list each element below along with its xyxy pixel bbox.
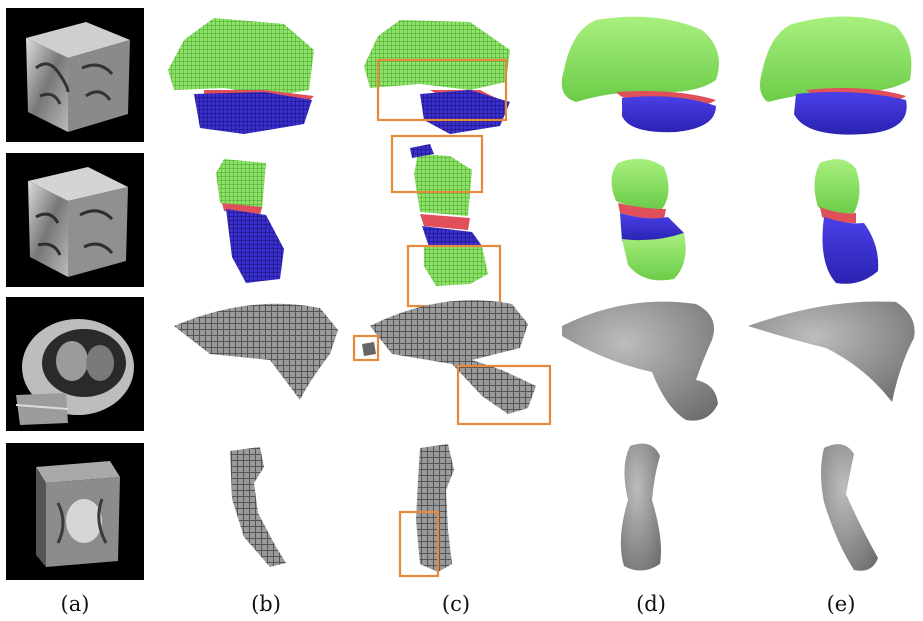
caption-b: (b)	[251, 592, 281, 616]
input-volume-row1	[6, 8, 144, 142]
gt-voxel-row4	[220, 443, 292, 571]
gt-voxel-row3	[170, 300, 340, 404]
baseline-voxel-row3	[352, 296, 552, 426]
baseline-mesh-row3	[556, 296, 726, 428]
baseline-voxel-row1	[360, 10, 520, 135]
caption-c: (c)	[441, 592, 471, 616]
baseline-mesh-row4	[612, 440, 676, 576]
baseline-mesh-row1	[556, 10, 726, 135]
gt-voxel-row1	[164, 10, 324, 135]
ours-mesh-row2	[804, 153, 888, 288]
baseline-mesh-row2	[604, 153, 696, 288]
highlight-box	[398, 510, 440, 578]
caption-d: (d)	[636, 592, 666, 616]
input-volume-row2	[6, 153, 144, 287]
gt-voxel-row2	[210, 153, 294, 288]
caption-e: (e)	[826, 592, 856, 616]
ours-mesh-row4	[816, 442, 884, 574]
caption-a: (a)	[60, 592, 90, 616]
input-volume-row4	[6, 443, 144, 580]
ours-mesh-row3	[746, 298, 922, 408]
baseline-voxel-row4	[398, 440, 476, 578]
input-volume-row3	[6, 297, 144, 431]
highlight-box	[456, 364, 552, 426]
ours-mesh-row1	[756, 10, 916, 135]
highlight-box	[376, 58, 508, 122]
baseline-voxel-row2	[390, 134, 504, 310]
highlight-box	[352, 334, 380, 362]
highlight-box	[390, 134, 484, 194]
